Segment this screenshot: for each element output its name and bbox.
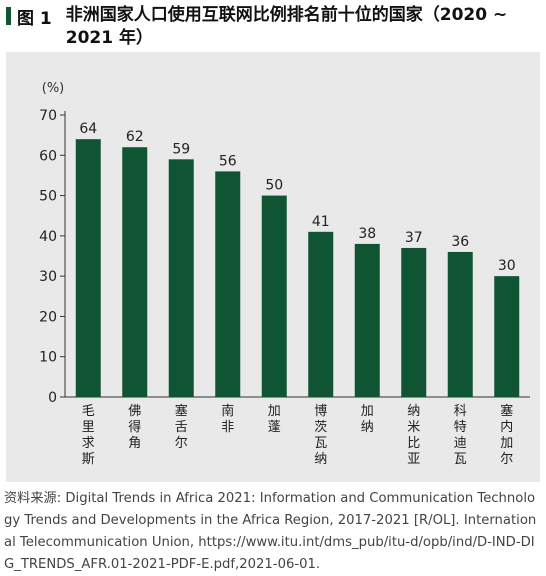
x-tick-label: 佛得角 (128, 404, 141, 451)
bar (75, 139, 101, 397)
figure-header: 图 1 非洲国家人口使用互联网比例排名前十位的国家（2020 ~ 2021 年） (6, 4, 542, 50)
chart-panel: (%) 0 10 20 30 40 50 60 70 64 毛里求斯 62 佛得角 59 塞舌尔 56 南非 50… (6, 52, 540, 482)
bar-value-label: 30 (498, 258, 516, 274)
y-tick-label: 50 (39, 189, 57, 205)
source-note: 资料来源: Digital Trends in Africa 2021: Inf… (4, 491, 537, 572)
x-tick-label: 毛里求斯 (82, 404, 95, 467)
bar (354, 243, 380, 397)
bar-value-label: 37 (405, 230, 423, 246)
y-tick-label: 30 (39, 269, 57, 285)
x-tick-label: 塞舌尔 (175, 403, 188, 451)
y-tick-label: 0 (48, 390, 57, 406)
figure-title: 非洲国家人口使用互联网比例排名前十位的国家（2020 ~ 2021 年） (65, 5, 508, 48)
bar (261, 195, 287, 397)
y-tick-label: 20 (39, 309, 57, 325)
bar (122, 147, 148, 397)
title-row: 图 1 非洲国家人口使用互联网比例排名前十位的国家（2020 ~ 2021 年） (6, 4, 542, 50)
bar-value-label: 62 (126, 129, 144, 145)
y-tick-label: 70 (39, 108, 57, 124)
x-tick-label: 南非 (221, 403, 234, 435)
bar-value-label: 59 (172, 141, 190, 157)
bar-value-label: 38 (358, 226, 376, 242)
x-tick-label: 加蓬 (268, 404, 281, 435)
y-tick-label: 40 (39, 229, 57, 245)
bar-value-label: 36 (451, 234, 469, 250)
bar-value-label: 50 (265, 178, 283, 194)
bar (494, 276, 520, 397)
y-axis-label: (%) (42, 81, 65, 96)
bar-chart: (%) 0 10 20 30 40 50 60 70 64 毛里求斯 62 佛得角 59 塞舌尔 56 南非 50… (39, 81, 530, 467)
y-tick-label: 60 (39, 148, 57, 164)
x-tick-label: 纳米比亚 (407, 404, 420, 467)
figure-label: 图 1 (17, 9, 52, 29)
bar (308, 231, 334, 397)
x-tick-label: 科特迪瓦 (454, 404, 467, 467)
bar (168, 159, 194, 397)
bar-value-label: 56 (219, 153, 237, 169)
x-tick-label: 博茨瓦纳 (314, 404, 327, 467)
y-tick-label: 10 (39, 350, 57, 366)
bar (447, 251, 473, 397)
x-tick-label: 塞内加尔 (500, 403, 513, 467)
bar-value-label: 41 (312, 214, 330, 230)
x-tick-label: 加纳 (361, 404, 374, 435)
bar-value-label: 64 (79, 121, 97, 137)
title-marker (6, 7, 11, 25)
bar (215, 171, 241, 397)
bar (401, 247, 427, 397)
